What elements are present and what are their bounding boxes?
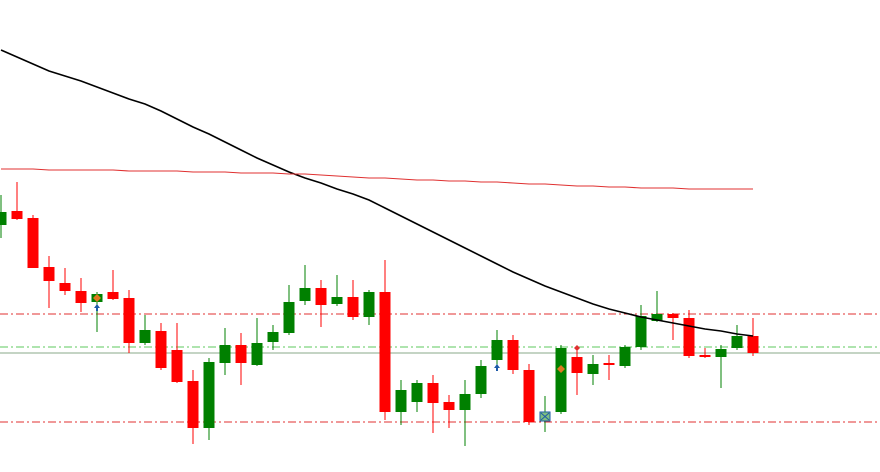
candle-body <box>11 211 23 219</box>
candle-body <box>171 350 183 382</box>
candle-body <box>651 314 663 321</box>
candle-body <box>43 267 55 281</box>
levels <box>0 313 880 423</box>
candle-body <box>555 348 567 412</box>
close-marker-cross <box>540 412 550 421</box>
candle-body <box>507 340 519 370</box>
order-diamond <box>574 345 580 351</box>
candle-body <box>619 347 631 366</box>
candle-body <box>315 288 327 305</box>
moving-average <box>0 49 754 337</box>
candle-body <box>443 402 455 410</box>
candle-body <box>571 357 583 373</box>
candle-body <box>683 318 695 356</box>
candle-body <box>347 297 359 317</box>
candle-body <box>75 291 87 303</box>
order-diamond <box>557 365 565 373</box>
candle-body <box>491 340 503 360</box>
candle-body <box>699 355 711 357</box>
candle-body <box>299 288 311 301</box>
candle-body <box>155 331 167 368</box>
candle-body <box>251 343 263 365</box>
candle-body <box>523 370 535 422</box>
candle-body <box>267 332 279 342</box>
buy-arrow <box>494 364 500 371</box>
candle-body <box>475 366 487 394</box>
candle-body <box>123 298 135 343</box>
candle-body <box>203 362 215 428</box>
candle-body <box>667 314 679 318</box>
candle-body <box>587 364 599 374</box>
candle-body <box>395 390 407 412</box>
candle-body <box>363 292 375 317</box>
candle-body <box>139 330 151 343</box>
candle-body <box>107 292 119 299</box>
candle-body <box>219 345 231 363</box>
candle-body <box>59 283 71 291</box>
order-diamond <box>93 294 101 302</box>
candle-body <box>379 292 391 412</box>
candle-body <box>27 218 39 268</box>
buy-arrow <box>94 304 100 311</box>
candle-body <box>731 336 743 348</box>
candle-body <box>187 381 199 428</box>
candle-body <box>235 345 247 363</box>
candle-body <box>331 297 343 304</box>
candle-body <box>747 336 759 353</box>
candle-body <box>0 212 7 225</box>
candle-body <box>427 383 439 403</box>
candle-body <box>715 349 727 357</box>
candle-body <box>635 316 647 347</box>
candle-body <box>411 383 423 402</box>
candle-body <box>459 394 471 410</box>
trade-markers <box>93 294 580 422</box>
candle-body <box>283 302 295 333</box>
candle-body <box>603 363 615 365</box>
moving-average <box>1 168 753 190</box>
